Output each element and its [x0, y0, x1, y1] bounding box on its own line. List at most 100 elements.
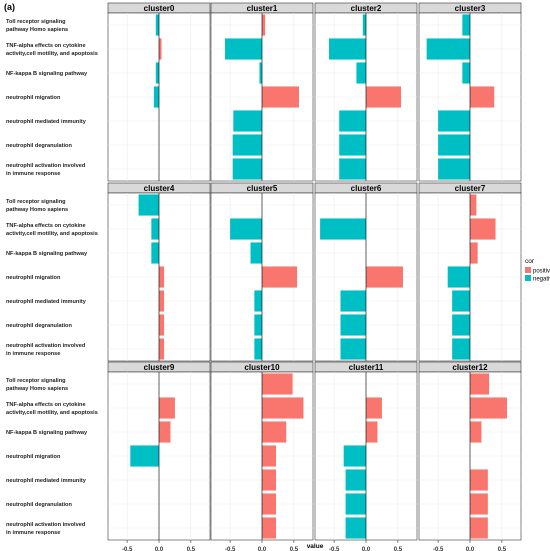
bar — [262, 493, 277, 515]
bar — [470, 517, 488, 539]
bar — [159, 421, 171, 443]
bar — [232, 158, 262, 180]
bar — [470, 469, 488, 491]
bar — [470, 194, 477, 216]
bar — [438, 134, 470, 156]
y-tick-label: neutrophil degranulation — [6, 143, 72, 149]
y-tick-label: neutrophil activation involved — [6, 343, 86, 349]
y-tick-label: TNF-alpha effects on cytokine — [6, 402, 86, 408]
bar — [366, 397, 382, 419]
bar — [339, 110, 366, 132]
bar — [343, 445, 366, 467]
y-tick-label: TNF-alpha effects on cytokine — [6, 43, 86, 49]
y-tick-label: NF-kappa B signaling pathway — [6, 430, 88, 436]
x-tick-label: -0.5 — [329, 547, 340, 551]
bar — [345, 469, 366, 491]
bar — [366, 421, 378, 443]
y-tick-label: NF-kappa B signaling pathway — [6, 251, 88, 257]
panel-strip-label: cluster0 — [144, 4, 175, 13]
bar — [225, 38, 262, 60]
bar — [159, 266, 165, 288]
bar — [356, 62, 366, 84]
bar — [230, 218, 262, 240]
bar — [138, 194, 159, 216]
x-tick-label: 0.5 — [394, 547, 403, 551]
y-tick-label: activity,cell motility, and apoptosis — [6, 231, 98, 237]
legend-swatch — [525, 267, 531, 273]
figure-panel-label: (a) — [4, 2, 15, 12]
bar — [362, 14, 366, 36]
x-tick-label: 0.0 — [155, 547, 164, 551]
bar — [339, 158, 366, 180]
x-tick-label: 0.0 — [362, 547, 371, 551]
bar — [340, 314, 366, 336]
bar — [262, 397, 304, 419]
bar — [452, 314, 470, 336]
y-tick-label: Toll receptor signaling — [6, 378, 66, 384]
bar — [130, 445, 159, 467]
panel-strip-label: cluster3 — [455, 4, 486, 13]
bar — [366, 266, 403, 288]
x-tick-label: 0.5 — [498, 547, 507, 551]
x-tick-label: 0.5 — [290, 547, 299, 551]
y-tick-label: pathway Homo sapiens — [6, 207, 68, 213]
x-tick-label: 0.0 — [258, 547, 267, 551]
x-tick-label: -0.5 — [433, 547, 444, 551]
y-tick-label: pathway Homo sapiens — [6, 386, 68, 392]
bar — [254, 338, 262, 360]
y-tick-label: neutrophil mediated immunity — [6, 299, 87, 305]
bar — [452, 290, 470, 312]
bar — [462, 14, 470, 36]
bar — [345, 493, 366, 515]
bar — [340, 290, 366, 312]
legend-entry: negative — [533, 277, 550, 283]
panel-strip-label: cluster10 — [244, 363, 280, 372]
bar — [155, 62, 159, 84]
bar — [159, 290, 165, 312]
bar — [438, 110, 470, 132]
bar — [470, 493, 488, 515]
panel-strip-label: cluster9 — [144, 363, 175, 372]
bar — [452, 338, 470, 360]
bar — [254, 290, 262, 312]
y-tick-label: neutrophil degranulation — [6, 323, 72, 329]
bar — [232, 134, 262, 156]
bar — [159, 397, 175, 419]
bar — [470, 421, 482, 443]
bar — [159, 338, 165, 360]
y-tick-label: neutrophil activation involved — [6, 163, 86, 169]
bar — [233, 110, 262, 132]
x-tick-label: 0.0 — [466, 547, 475, 551]
panel-strip-label: cluster2 — [351, 4, 382, 13]
panel-strip-label: cluster7 — [455, 184, 486, 193]
y-tick-label: neutrophil migration — [6, 454, 61, 460]
bar — [470, 397, 507, 419]
y-tick-label: in immune response — [6, 171, 60, 177]
bar — [320, 218, 366, 240]
bar — [470, 218, 496, 240]
bar — [470, 373, 490, 395]
legend-entry: positive — [533, 269, 550, 275]
y-tick-label: NF-kappa B signaling pathway — [6, 71, 88, 77]
legend-title: cor — [525, 258, 535, 265]
bar — [262, 517, 277, 539]
y-tick-label: activity,cell motility, and apoptosis — [6, 410, 98, 416]
bar — [262, 445, 277, 467]
panel-strip-label: cluster5 — [247, 184, 278, 193]
y-tick-label: neutrophil degranulation — [6, 502, 72, 508]
y-tick-label: neutrophil migration — [6, 95, 61, 101]
y-tick-label: in immune response — [6, 530, 60, 536]
bar — [159, 38, 162, 60]
bar — [366, 86, 402, 108]
bar — [462, 62, 470, 84]
x-axis-label: value — [307, 543, 324, 550]
y-tick-label: pathway Homo sapiens — [6, 27, 68, 33]
y-tick-label: neutrophil migration — [6, 275, 61, 281]
y-tick-label: neutrophil mediated immunity — [6, 119, 87, 125]
bar — [159, 314, 165, 336]
panel-strip-label: cluster6 — [351, 184, 382, 193]
bar — [259, 62, 262, 84]
bar — [262, 469, 277, 491]
bar — [262, 266, 298, 288]
bar — [470, 242, 478, 264]
